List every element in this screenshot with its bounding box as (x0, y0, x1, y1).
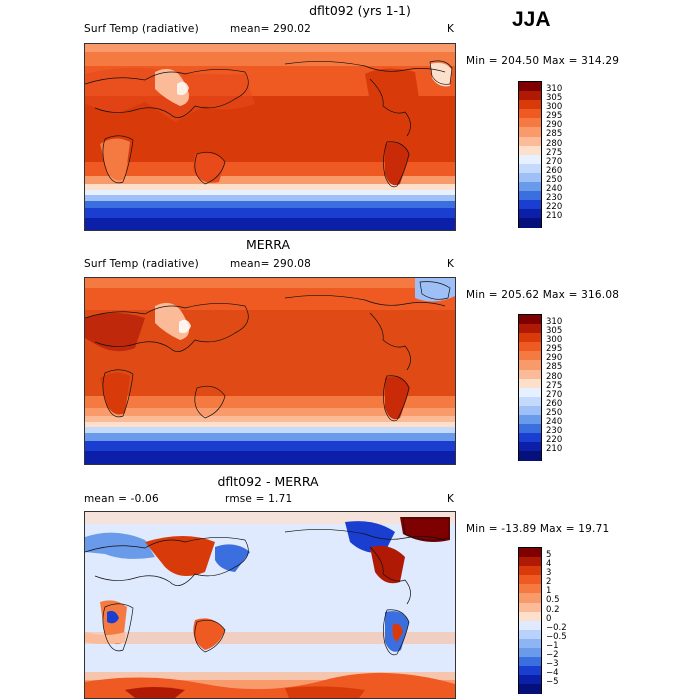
cb1-label: 300 (546, 102, 563, 113)
cb1-label: 295 (546, 111, 563, 122)
cb3-label: 4 (546, 559, 552, 570)
cb1-label: 260 (546, 165, 563, 176)
cb1-label: 275 (546, 147, 563, 158)
cb3-label: 1 (546, 586, 552, 597)
cb2-label: 305 (546, 326, 563, 337)
panel1-map-svg (85, 44, 455, 230)
cb3-label: 2 (546, 577, 552, 588)
cb3-label: 0.2 (546, 604, 560, 615)
panel1-title: dflt092 (yrs 1-1) (309, 3, 411, 18)
panel3-mean: mean = -0.06 (84, 493, 159, 505)
panel3-title: dflt092 - MERRA (217, 474, 319, 489)
cb1-label: 270 (546, 156, 563, 167)
panel1-colorbar (518, 81, 542, 228)
cb1-label: 240 (546, 184, 563, 195)
cb3-label: −0.5 (546, 631, 567, 642)
panel1-colorbar-labels: 310 305 300 295 290 285 280 275 270 260 … (546, 84, 563, 222)
cb2-label: 240 (546, 417, 563, 428)
cb2-label: 300 (546, 335, 563, 346)
panel1-variable: Surf Temp (radiative) (84, 23, 199, 35)
cb3-label: 0.5 (546, 595, 560, 606)
panel3-colorbar-labels: 5 4 3 2 1 0.5 0.2 0 −0.2 −0.5 −1 −2 −3 −… (546, 550, 567, 688)
panel2-units: K (447, 258, 455, 270)
panel1-mean: mean= 290.02 (230, 23, 312, 35)
panel3-units: K (447, 493, 455, 505)
panel2-colorbar (518, 314, 542, 461)
panel2-colorbar-labels: 310 305 300 295 290 285 280 275 270 260 … (546, 317, 563, 455)
panel3-map-svg (85, 512, 455, 698)
cb3-label: −1 (546, 640, 559, 651)
cb3-label: 3 (546, 568, 552, 579)
cb1-label: 250 (546, 174, 563, 185)
cb3-label: 0 (546, 613, 552, 624)
panel3-rmse: rmse = 1.71 (225, 493, 293, 505)
cb3-label: −4 (546, 668, 559, 679)
panel2-minmax: Min = 205.62 Max = 316.08 (466, 289, 620, 301)
cb2-label: 220 (546, 435, 563, 446)
panel3-minmax: Min = -13.89 Max = 19.71 (466, 523, 610, 535)
panel2-map-svg (85, 278, 455, 464)
cb2-label: 280 (546, 371, 563, 382)
cb1-label: 290 (546, 120, 563, 131)
cb3-label: 5 (546, 550, 552, 560)
cb1-label: 285 (546, 129, 563, 140)
cb2-label: 230 (546, 426, 563, 437)
cb2-label: 285 (546, 362, 563, 373)
panel2-variable: Surf Temp (radiative) (84, 258, 199, 270)
cb1-label: 220 (546, 202, 563, 213)
cb2-label: 275 (546, 380, 563, 391)
cb3-label: −5 (546, 677, 559, 688)
cb1-label: 305 (546, 93, 563, 104)
panel2-map (84, 277, 456, 465)
panel2-mean: mean= 290.08 (230, 258, 312, 270)
cb2-label: 250 (546, 407, 563, 418)
cb2-label: 310 (546, 317, 563, 327)
panel1-map (84, 43, 456, 231)
panel3-map (84, 511, 456, 699)
panel1-minmax: Min = 204.50 Max = 314.29 (466, 55, 620, 67)
cb1-label: 280 (546, 138, 563, 149)
panel2-title: MERRA (245, 237, 291, 252)
cb1-label: 210 (546, 211, 563, 222)
cb1-label: 230 (546, 193, 563, 204)
panel1-units: K (447, 23, 455, 35)
cb2-label: 260 (546, 398, 563, 409)
cb2-label: 270 (546, 389, 563, 400)
season-label: JJA (512, 8, 551, 31)
cb2-label: 290 (546, 353, 563, 364)
cb3-label: −3 (546, 659, 559, 670)
cb3-label: −0.2 (546, 622, 567, 633)
cb2-label: 210 (546, 444, 563, 455)
panel3-colorbar (518, 547, 542, 694)
cb2-label: 295 (546, 344, 563, 355)
cb1-label: 310 (546, 84, 563, 94)
cb3-label: −2 (546, 650, 559, 661)
